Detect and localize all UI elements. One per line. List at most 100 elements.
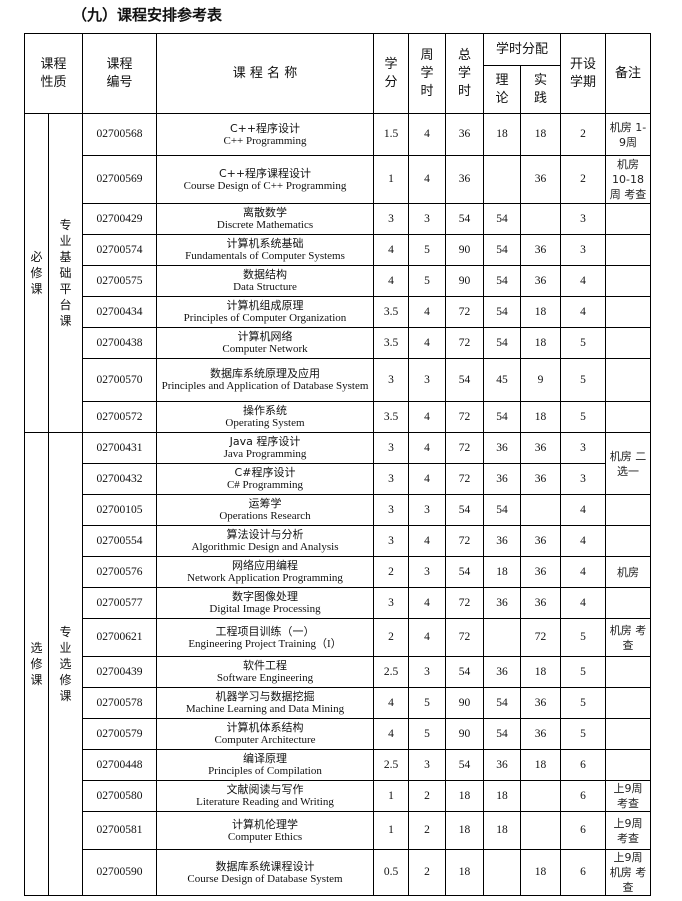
course-total: 54 <box>445 203 484 235</box>
course-remark <box>605 203 652 235</box>
course-credit: 1.5 <box>373 113 409 156</box>
course-name: 离散数学 Discrete Mathematics <box>156 203 374 235</box>
course-code: 02700576 <box>82 556 157 588</box>
course-name: 计算机伦理学 Computer Ethics <box>156 811 374 850</box>
table-row: 02700434 计算机组成原理 Principles of Computer Or… <box>25 296 652 328</box>
course-name: 运筹学 Operations Research <box>156 494 374 526</box>
course-subtype-cell: 专业基础平台课 <box>48 113 83 433</box>
course-name-en: Algorithmic Design and Analysis <box>191 541 339 553</box>
course-total: 90 <box>445 234 484 266</box>
course-weekly: 3 <box>408 494 446 526</box>
course-name: 网络应用编程 Network Application Programming <box>156 556 374 588</box>
course-practice: 36 <box>519 155 562 204</box>
course-practice: 9 <box>519 358 562 402</box>
course-name-en: Discrete Mathematics <box>216 219 314 231</box>
course-name: 数据结构 Data Structure <box>156 265 374 297</box>
course-remark: 上9周 考查 <box>605 780 652 812</box>
course-theory: 54 <box>483 203 521 235</box>
remark-text: 机房 二选一 <box>609 449 647 478</box>
course-term: 5 <box>560 687 607 719</box>
course-name-en: Principles of Computer Organization <box>183 312 347 324</box>
course-theory: 54 <box>483 265 521 297</box>
course-practice: 36 <box>519 556 562 588</box>
course-weekly: 4 <box>408 587 446 619</box>
course-practice: 18 <box>519 656 562 688</box>
course-code: 02700575 <box>82 265 157 297</box>
course-term: 6 <box>560 749 607 781</box>
course-total: 18 <box>445 811 484 850</box>
course-name-en: Engineering Project Training（I） <box>188 637 342 650</box>
course-theory: 54 <box>483 234 521 266</box>
course-term: 5 <box>560 327 607 359</box>
course-total: 90 <box>445 687 484 719</box>
course-weekly: 4 <box>408 432 446 464</box>
header-weekly-hours: 周学时 <box>408 33 446 114</box>
course-practice: 72 <box>519 618 562 657</box>
remark-text: 机房 10-18周 考查 <box>609 158 647 201</box>
course-code: 02700577 <box>82 587 157 619</box>
course-code: 02700581 <box>82 811 157 850</box>
course-remark: 上9周 考查 <box>605 811 652 850</box>
course-remark <box>605 525 652 557</box>
course-term: 6 <box>560 780 607 812</box>
table-row: 02700432 C#程序设计 C# Programming 3 4 72 36 36 3 <box>25 463 651 495</box>
table-row: 02700578 机器学习与数据挖掘 Machine Learning and Da… <box>25 687 652 719</box>
course-subtype-cell: 专业选修课 <box>48 432 83 896</box>
course-term: 4 <box>560 494 607 526</box>
course-code: 02700580 <box>82 780 157 812</box>
course-name-en: Course Design of C++ Programming <box>183 179 347 192</box>
course-code: 02700621 <box>82 618 157 657</box>
course-remark <box>605 587 652 619</box>
course-term: 2 <box>560 155 607 204</box>
course-practice: 36 <box>519 587 562 619</box>
course-code: 02700568 <box>82 113 157 156</box>
course-name-zh: 文献阅读与写作 <box>226 783 304 796</box>
course-name-en: Software Engineering <box>216 672 314 684</box>
course-weekly: 3 <box>408 203 446 235</box>
course-total: 18 <box>445 849 484 896</box>
course-name-zh: 操作系统 <box>243 404 287 417</box>
table-row: 02700554 算法设计与分析 Algorithmic Design and An… <box>25 525 652 557</box>
course-theory: 36 <box>483 587 521 619</box>
course-name-zh: 机器学习与数据挖掘 <box>215 690 315 703</box>
course-name-en: Digital Image Processing <box>209 603 321 615</box>
course-term: 6 <box>560 811 607 850</box>
course-name: C++程序课程设计 Course Design of C++ Programmin… <box>156 155 374 204</box>
course-remark <box>605 687 652 719</box>
course-practice: 36 <box>519 234 562 266</box>
course-credit: 4 <box>373 687 409 719</box>
course-practice: 18 <box>519 749 562 781</box>
course-total: 72 <box>445 587 484 619</box>
course-credit: 3 <box>373 587 409 619</box>
course-name-en: Computer Architecture <box>214 734 316 746</box>
course-name: Java 程序设计 Java Programming <box>156 432 374 464</box>
course-remark: 机房 考查 <box>605 618 652 657</box>
course-term: 4 <box>560 296 607 328</box>
section-title: （九）课程安排参考表 <box>72 6 223 24</box>
course-remark <box>605 265 652 297</box>
course-name-zh: 计算机系统基础 <box>226 237 304 250</box>
course-term: 5 <box>560 656 607 688</box>
course-name-zh: 编译原理 <box>243 752 287 765</box>
course-name-en: Fundamentals of Computer Systems <box>185 250 345 262</box>
course-name-en: Network Application Programming <box>187 572 343 584</box>
course-name: 操作系统 Operating System <box>156 401 374 433</box>
table-row: 02700579 计算机体系结构 Computer Architecture 4 5 90… <box>25 718 652 750</box>
course-total: 72 <box>445 432 484 464</box>
course-term: 5 <box>560 718 607 750</box>
course-credit: 4 <box>373 265 409 297</box>
course-credit: 2 <box>373 556 409 588</box>
course-credit: 0.5 <box>373 849 409 896</box>
course-total: 54 <box>445 656 484 688</box>
course-name: 数据库系统课程设计 Course Design of Database Syste… <box>156 849 374 896</box>
course-remark: 机房 <box>605 556 652 588</box>
course-weekly: 3 <box>408 749 446 781</box>
table-row: 02700572 操作系统 Operating System 3.5 4 72 54 18 5 <box>25 401 652 433</box>
table-row: 02700590 数据库系统课程设计 Course Design of Databa… <box>25 849 652 896</box>
table-row: 02700577 数字图像处理 Digital Image Processing 3 4… <box>25 587 652 619</box>
course-term: 5 <box>560 618 607 657</box>
course-code: 02700448 <box>82 749 157 781</box>
table-row: 选修课 专业选修课 02700431 Java 程序设计 Java Programmin… <box>24 432 652 896</box>
course-practice <box>519 811 562 850</box>
course-name-en: Principles of Compilation <box>208 765 322 777</box>
